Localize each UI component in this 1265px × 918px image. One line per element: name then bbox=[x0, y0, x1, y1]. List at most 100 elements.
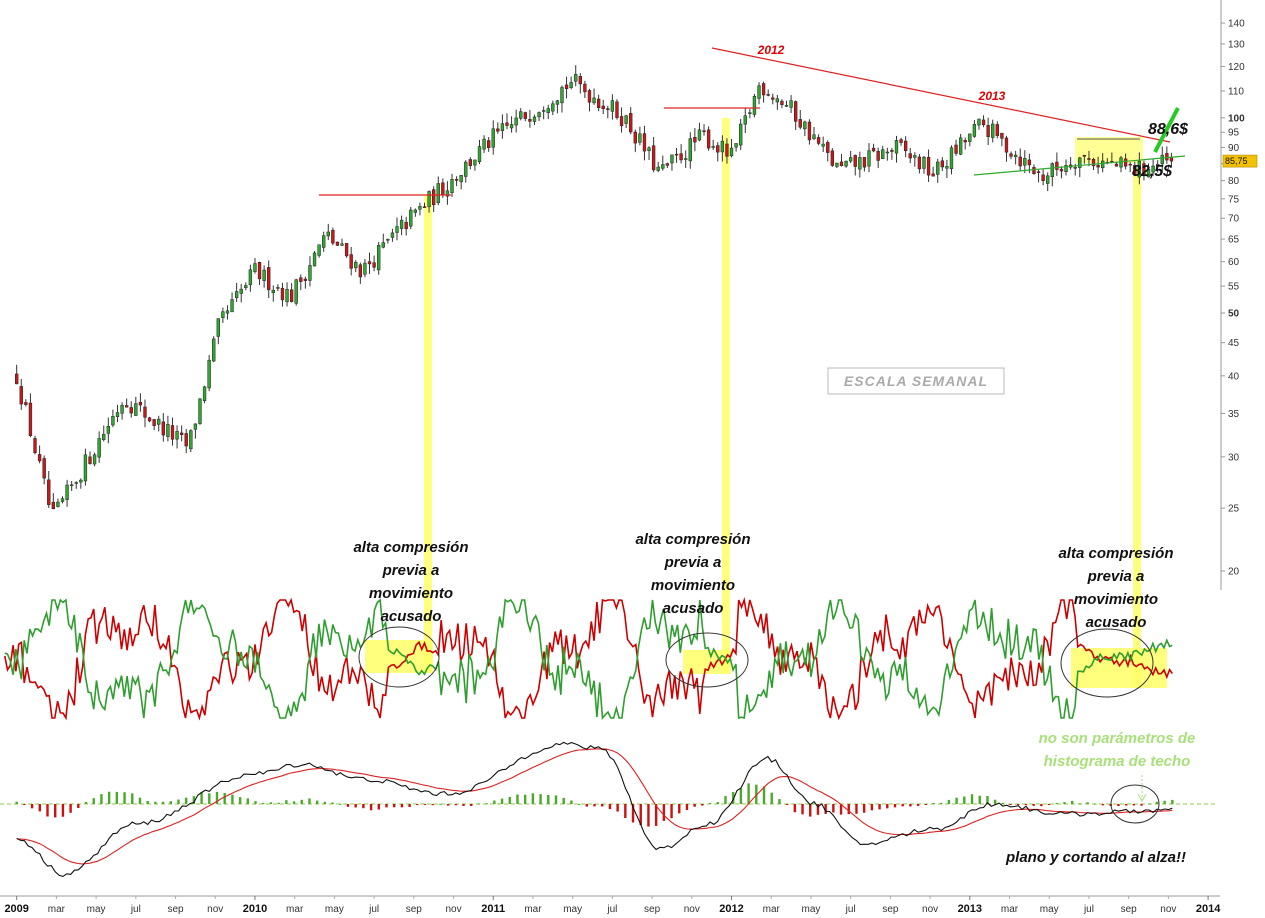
candle bbox=[1142, 160, 1146, 181]
candle-body bbox=[761, 83, 766, 96]
candle bbox=[702, 124, 706, 136]
candle-body bbox=[752, 96, 757, 115]
candle bbox=[633, 129, 637, 153]
candle bbox=[1087, 150, 1091, 167]
candle bbox=[129, 401, 133, 418]
candle bbox=[931, 166, 935, 177]
candle bbox=[262, 265, 266, 288]
candle-body bbox=[409, 209, 413, 227]
histogram-bar bbox=[408, 804, 411, 808]
candle bbox=[619, 107, 624, 133]
candle-body bbox=[491, 128, 495, 148]
candle bbox=[257, 261, 262, 285]
histogram-bar bbox=[61, 804, 65, 817]
histogram-bar bbox=[516, 794, 519, 804]
candle-body bbox=[354, 261, 358, 269]
histogram-bar bbox=[1140, 804, 1143, 806]
candle-body bbox=[812, 134, 816, 139]
histogram-bar bbox=[1132, 804, 1136, 806]
histogram-bar bbox=[262, 802, 265, 804]
candle bbox=[519, 108, 523, 121]
histogram-bar bbox=[84, 801, 88, 804]
candle-body bbox=[656, 166, 660, 171]
price-tick-label: 75 bbox=[1228, 194, 1240, 205]
candle bbox=[555, 99, 560, 114]
candle bbox=[867, 143, 871, 172]
candle bbox=[1160, 146, 1164, 173]
candle bbox=[670, 154, 674, 171]
year-tick-label: 2009 bbox=[4, 903, 28, 915]
candle bbox=[794, 100, 798, 130]
candle bbox=[358, 262, 363, 284]
candle bbox=[647, 146, 651, 161]
histogram-bar bbox=[862, 804, 866, 813]
candle bbox=[33, 435, 37, 455]
candle-body bbox=[986, 125, 990, 138]
candle bbox=[500, 114, 505, 139]
histogram-bar bbox=[369, 804, 373, 811]
candle-body bbox=[835, 162, 839, 167]
candle bbox=[69, 481, 74, 492]
year-tick-label: 2012 bbox=[719, 903, 743, 915]
candle-body bbox=[175, 431, 179, 440]
histogram-bar bbox=[947, 799, 951, 804]
candle-body bbox=[991, 123, 995, 138]
month-tick-label: jul bbox=[606, 904, 617, 915]
candle bbox=[170, 417, 175, 446]
candle bbox=[285, 282, 289, 307]
candle-body bbox=[47, 479, 51, 505]
candle-body bbox=[1041, 174, 1045, 182]
candle bbox=[830, 148, 835, 167]
histogram-bar bbox=[223, 792, 226, 804]
candle-body bbox=[349, 254, 353, 269]
histogram-bar bbox=[970, 794, 974, 804]
candle-body bbox=[239, 288, 243, 294]
histogram-bar bbox=[1032, 804, 1035, 806]
candle bbox=[193, 423, 198, 439]
histogram-bar bbox=[1171, 799, 1174, 804]
month-tick-label: jul bbox=[845, 904, 856, 915]
candle bbox=[189, 429, 193, 453]
candle-body bbox=[367, 261, 372, 265]
candle-body bbox=[1082, 154, 1087, 157]
candle bbox=[468, 157, 473, 170]
candle bbox=[716, 142, 720, 162]
histogram-bar bbox=[146, 800, 149, 804]
candle bbox=[15, 364, 19, 385]
month-tick-label: sep bbox=[167, 904, 184, 915]
candle-body bbox=[170, 425, 175, 440]
candle-body bbox=[377, 244, 381, 271]
candle-body bbox=[308, 265, 312, 281]
histogram-bar bbox=[1055, 802, 1058, 804]
ascending-support-line bbox=[973, 155, 1186, 176]
histogram-bar bbox=[192, 796, 196, 804]
candle-body bbox=[454, 178, 459, 181]
candle bbox=[65, 479, 69, 507]
candle-body bbox=[432, 189, 436, 206]
candle bbox=[399, 215, 404, 236]
candle bbox=[349, 246, 353, 276]
candle-body bbox=[789, 100, 793, 108]
histogram-bar bbox=[339, 803, 342, 805]
candle bbox=[1156, 160, 1160, 173]
candle bbox=[816, 134, 821, 146]
histogram-bar bbox=[1001, 802, 1005, 804]
histogram-bar bbox=[446, 804, 450, 806]
candle-body bbox=[771, 97, 775, 100]
candle-body bbox=[1087, 158, 1091, 160]
histogram-bar bbox=[909, 804, 912, 807]
histogram-bar bbox=[1124, 804, 1128, 806]
candle-body bbox=[821, 143, 825, 147]
candle-body bbox=[601, 105, 605, 110]
candle bbox=[477, 139, 482, 165]
histogram-bar bbox=[215, 791, 219, 804]
candle-body bbox=[1004, 137, 1009, 153]
price-tick-label: 100 bbox=[1228, 113, 1245, 124]
candle-body bbox=[1114, 163, 1119, 167]
candle bbox=[771, 93, 775, 105]
histogram-bar bbox=[778, 799, 781, 804]
candlestick-series bbox=[15, 65, 1174, 510]
candle-body bbox=[968, 133, 972, 142]
compression-line-3: movimiento bbox=[369, 585, 453, 602]
